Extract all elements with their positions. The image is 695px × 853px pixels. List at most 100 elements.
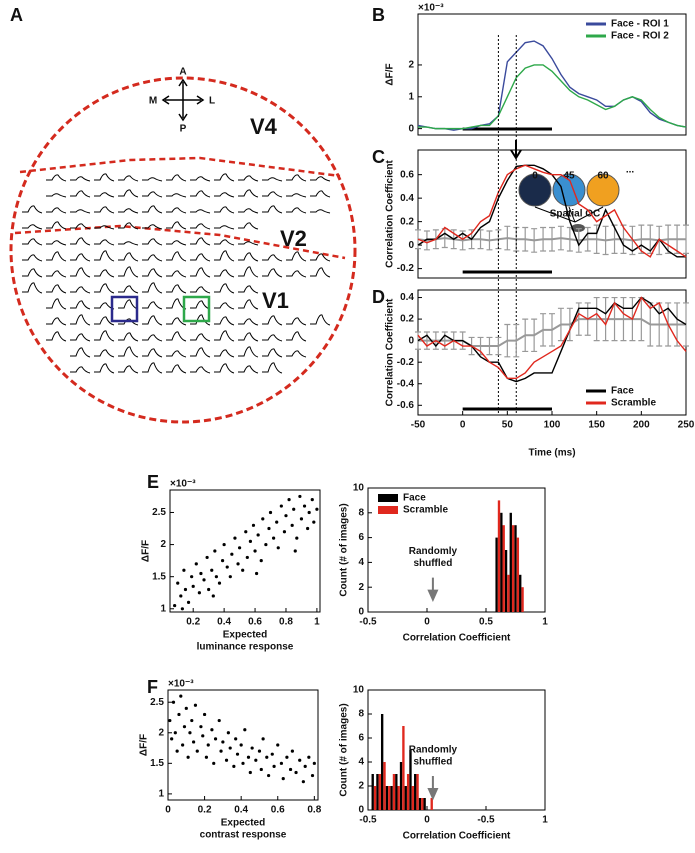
roi-trace (142, 238, 163, 246)
scatter-point (197, 591, 201, 595)
scatter-point (299, 517, 304, 521)
x-tick-label: 0.8 (279, 617, 293, 628)
legend-label: Scramble (611, 398, 656, 409)
roi-trace (46, 221, 67, 230)
roi-trace (94, 316, 115, 326)
plot-frame (169, 489, 321, 613)
scatter-point (295, 536, 299, 540)
scatter-point (177, 712, 181, 717)
scatter-point (214, 575, 218, 579)
roi-trace (22, 254, 43, 262)
roi-trace (214, 316, 235, 326)
x-tick-label: 0 (424, 815, 430, 826)
hist-bar (430, 798, 433, 810)
scatter-point (264, 542, 268, 547)
x-tick-label: 1 (314, 617, 320, 628)
y-tick-label: 1 (158, 789, 164, 800)
roi-trace (94, 250, 115, 262)
hist-bar (411, 786, 415, 810)
scatter-point (210, 728, 214, 732)
series-line (417, 296, 687, 380)
scatter-point (237, 546, 242, 550)
y-exponent: ×10⁻³ (168, 679, 194, 690)
scatter-point (213, 549, 217, 553)
roi-trace (214, 173, 235, 182)
y-tick-label: 2 (358, 582, 364, 593)
roi-trace (142, 362, 163, 374)
roi-trace (70, 300, 91, 310)
scatter-point (171, 700, 176, 704)
hist-bar (406, 774, 410, 810)
scatter-point (310, 773, 315, 778)
series-line (417, 164, 687, 258)
hist-bar (502, 525, 505, 612)
roi-trace (238, 332, 259, 342)
hist-bar (414, 774, 417, 810)
hist-bar (418, 798, 422, 810)
hist-bar (521, 587, 524, 612)
y-tick-label: -0.2 (397, 263, 415, 274)
panel-label: E (147, 472, 159, 492)
roi-trace (70, 366, 91, 374)
roi-trace (262, 348, 283, 358)
y-tick-label: 8 (358, 507, 364, 518)
y-tick-label: 0 (358, 805, 364, 816)
roi-trace (94, 192, 115, 198)
roi-trace (94, 283, 115, 294)
scatter-point (228, 575, 232, 579)
roi-trace (166, 317, 187, 326)
x-tick-label: -0.5 (477, 815, 495, 826)
roi-trace (214, 225, 235, 230)
legend-label: Face (403, 493, 426, 504)
roi-trace (142, 282, 163, 294)
roi-trace (262, 191, 283, 198)
roi-trace (46, 284, 67, 294)
scatter-point (212, 761, 216, 765)
roi-trace (142, 348, 163, 358)
scatter-point (228, 746, 232, 750)
x-tick-label: 200 (633, 420, 650, 431)
roi-trace (262, 177, 283, 182)
roi-trace (238, 222, 259, 230)
panel-label: F (147, 677, 158, 697)
scatter-point (239, 743, 243, 747)
roi-trace (190, 223, 211, 230)
scatter-point (179, 594, 183, 598)
roi-trace (286, 193, 307, 198)
scatter-point (232, 764, 236, 768)
roi-trace (190, 190, 211, 198)
scatter-point (298, 758, 302, 762)
panel-label: C (372, 147, 385, 167)
roi-trace (238, 318, 259, 326)
roi-trace (190, 286, 211, 294)
scatter-point (270, 752, 274, 756)
scatter-point (202, 712, 207, 717)
roi-trace (94, 173, 115, 182)
roi-trace (214, 302, 235, 310)
roi-trace (310, 267, 331, 278)
annotation-arrow (427, 577, 439, 603)
roi-trace (262, 334, 283, 342)
y-tick-label: 2 (358, 781, 364, 792)
y-tick-label: 0.4 (400, 193, 414, 204)
roi-trace (118, 208, 139, 214)
roi-trace (118, 299, 139, 310)
roi-trace (190, 176, 211, 182)
roi-trace (262, 205, 283, 214)
hist-bar (395, 774, 398, 810)
roi-trace (22, 268, 43, 278)
x-axis-label: Expected (223, 630, 267, 641)
y-tick-label: 2 (160, 539, 166, 550)
x-tick-label: -0.5 (359, 617, 377, 628)
plot-frame (367, 487, 546, 613)
x-tick-label: 1 (542, 815, 548, 826)
x-tick-label: 0.2 (198, 805, 212, 816)
scatter-point (184, 706, 188, 710)
roi-trace (70, 314, 91, 326)
scatter-point (259, 559, 263, 563)
plot-frame (417, 149, 687, 279)
y-tick-label: 4 (358, 557, 364, 568)
legend-swatch (378, 506, 398, 514)
roi-trace (70, 253, 91, 262)
